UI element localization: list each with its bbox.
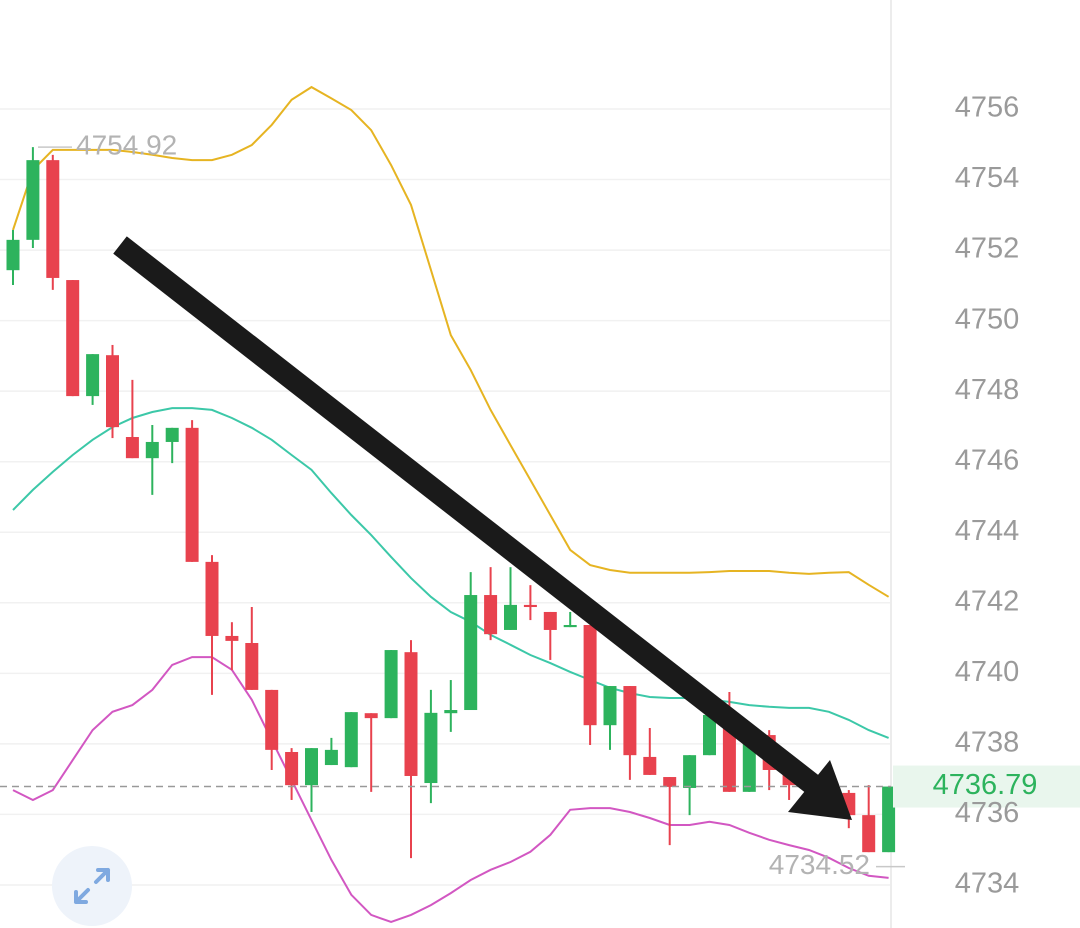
candle-body [384, 650, 398, 719]
candle-body [165, 427, 179, 442]
candle-body [424, 712, 438, 784]
y-tick-label: 4740 [955, 656, 1020, 688]
candle-body [583, 625, 597, 726]
y-tick-label: 4756 [955, 92, 1020, 124]
y-tick-label: 4748 [955, 374, 1020, 406]
candle-body [523, 604, 537, 608]
candle-body [623, 686, 637, 756]
candle-body [543, 611, 557, 630]
candle-body [643, 756, 657, 775]
candle-body [663, 777, 677, 787]
candle-body [185, 427, 199, 562]
candle-body [265, 689, 279, 750]
candle-body [563, 625, 577, 628]
min-marker-label: 4734.52 [769, 849, 870, 880]
expand-icon[interactable] [74, 868, 110, 904]
candle-body [305, 748, 318, 786]
arrow-head [788, 760, 852, 820]
candle-body [225, 635, 239, 641]
candle-body [364, 713, 378, 719]
max-marker-label: 4754.92 [76, 129, 177, 160]
last-price-badge [893, 765, 1080, 808]
candle-body [86, 354, 100, 397]
arrow-shaft [113, 236, 819, 793]
y-tick-label: 4752 [955, 233, 1020, 265]
candle-body [46, 160, 60, 278]
band-line [12, 85, 890, 598]
y-tick-label: 4746 [955, 444, 1020, 476]
candle-body [464, 595, 478, 711]
y-tick-label: 4742 [955, 585, 1020, 617]
candle-body [245, 643, 259, 690]
y-tick-label: 4734 [955, 868, 1020, 900]
y-tick-label: 4738 [955, 727, 1020, 759]
candle-body [344, 712, 358, 768]
candle-body [26, 160, 40, 240]
expand-button-bg[interactable] [52, 846, 132, 926]
candle-body [205, 561, 219, 636]
candle-body [444, 710, 458, 714]
expand-button[interactable] [52, 846, 132, 926]
markers: 4754.92 4734.52 4736.79 [0, 129, 1080, 880]
candle-body [683, 755, 697, 788]
y-tick-label: 4744 [955, 515, 1020, 547]
band-line [12, 407, 889, 739]
candle-body [106, 355, 119, 428]
candle-body [6, 239, 20, 271]
candle-body [404, 652, 418, 776]
candle-body [324, 749, 338, 766]
candle-body [504, 604, 517, 630]
candle-body [285, 751, 299, 786]
candle-body [603, 686, 617, 726]
y-tick-label: 4750 [955, 303, 1020, 335]
band-line [12, 656, 889, 924]
candle-body [703, 714, 716, 756]
bands [12, 85, 890, 924]
last-price-label: 4736.79 [933, 769, 1038, 801]
trend-arrow [113, 236, 852, 820]
y-axis: 4734 4736 4738 4740 4742 4744 4746 4748 4750 4752… [955, 92, 1020, 900]
candle-body [125, 437, 139, 459]
candle-body [66, 280, 80, 397]
candle-body [862, 815, 876, 853]
y-tick-label: 4754 [955, 162, 1020, 194]
grid [0, 108, 891, 886]
candle-body [882, 786, 896, 853]
y-tick-label: 4736 [955, 797, 1020, 829]
candle-body [145, 441, 159, 459]
candle-body [484, 595, 498, 635]
